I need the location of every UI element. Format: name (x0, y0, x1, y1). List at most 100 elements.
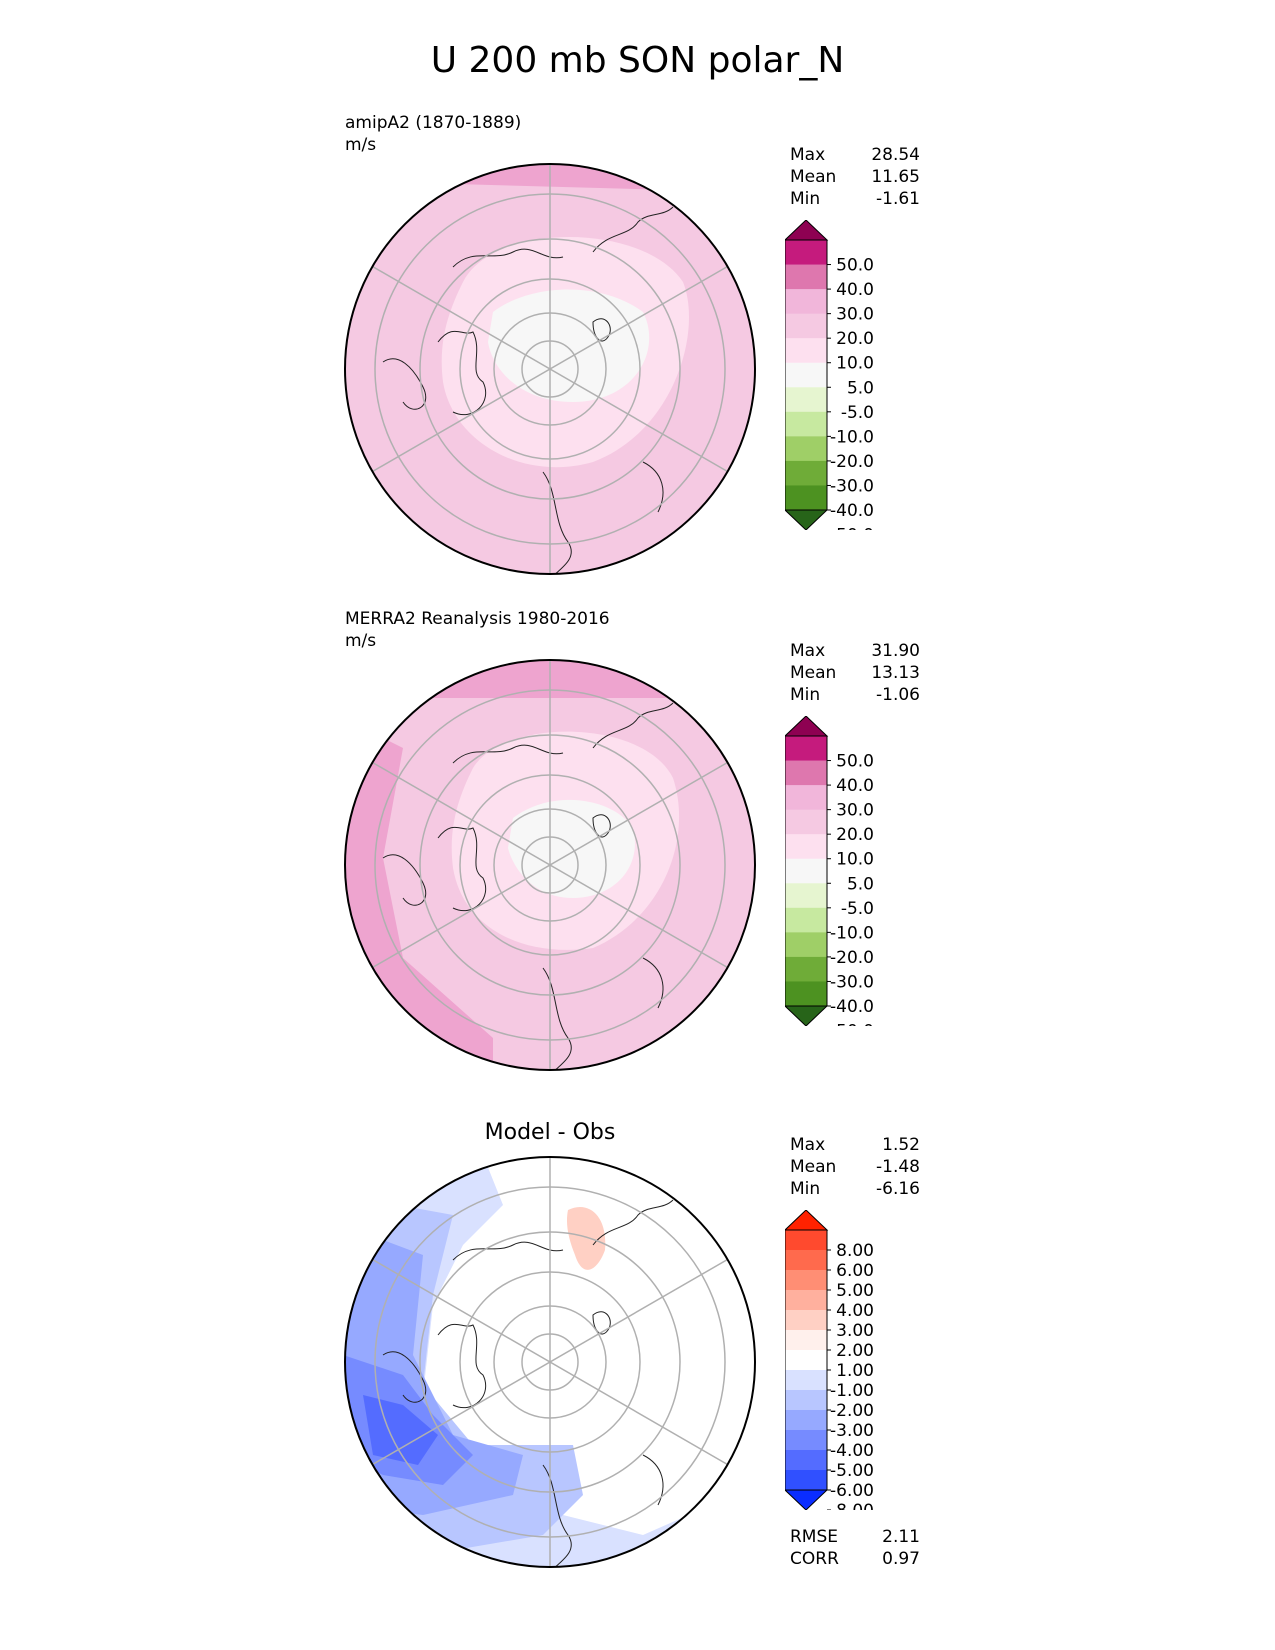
colorbar-swatch (785, 1310, 827, 1331)
coastlines (382, 1199, 674, 1567)
stat-value: 1.52 (882, 1135, 920, 1155)
colorbar-swatch (785, 932, 827, 958)
colorbar-tick-label: 5.0 (847, 378, 874, 398)
colorbar-tick-label: -10.0 (830, 923, 874, 943)
stat-value: 13.13 (871, 663, 920, 683)
colorbar-swatch (785, 956, 827, 982)
colorbar-tick-label: -50.0 (830, 526, 874, 530)
panel-2-name: MERRA2 Reanalysis 1980-2016 (345, 609, 610, 629)
colorbar-tick-label: 20.0 (836, 825, 874, 845)
colorbar-swatch (785, 760, 827, 786)
panel-1-label: amipA2 (1870-1889) m/s (345, 112, 521, 156)
colorbar-tick-label: -5.0 (841, 899, 874, 919)
stat-label: Max (790, 1135, 826, 1155)
colorbar-swatch (785, 834, 827, 860)
stat-label: Min (790, 685, 821, 705)
colorbar-tick-label: -2.00 (830, 1401, 874, 1421)
panel-2-label: MERRA2 Reanalysis 1980-2016 m/s (345, 608, 610, 652)
colorbar-swatch (785, 1350, 827, 1371)
colorbar-tick-label: -5.00 (830, 1461, 874, 1481)
panel-3-stats: Max 1.52 Mean -1.48 Min -6.16 (790, 1134, 920, 1200)
colorbar-swatch (785, 858, 827, 884)
colorbar-extend-min (785, 1489, 829, 1510)
colorbar-swatch (785, 313, 827, 339)
colorbar-tick-label: -3.00 (830, 1421, 874, 1441)
panel-3-title: Model - Obs (484, 1120, 616, 1145)
colorbar-tick-label: -8.00 (830, 1501, 874, 1510)
colorbar-swatch (785, 981, 827, 1007)
colorbar-swatch (785, 338, 827, 364)
colorbar-tick-label: -1.00 (830, 1381, 874, 1401)
stat-value: -1.06 (876, 685, 920, 705)
panel-2-stats: Max 31.90 Mean 13.13 Min -1.06 (790, 640, 920, 706)
stat-label: Mean (790, 167, 837, 187)
colorbar-extend-min (785, 509, 829, 530)
colorbar-swatch (785, 1290, 827, 1311)
colorbar-swatch (785, 289, 827, 315)
stat-value: -6.16 (876, 1179, 920, 1199)
map-fill-positive-diff (566, 1206, 606, 1270)
colorbar-tick-label: -40.0 (830, 501, 874, 521)
stat-value: 11.65 (871, 167, 920, 187)
colorbar-swatch (785, 883, 827, 909)
colorbar-swatch (785, 785, 827, 811)
colorbar-swatch (785, 436, 827, 462)
colorbar-tick-label: -30.0 (830, 476, 874, 496)
panel-2-colorbar: 50.0 40.0 30.0 20.0 10.0 5.0 -5.0 -10.0 -20.0 -30… (785, 716, 874, 1026)
colorbar-extend-max (785, 1210, 829, 1231)
colorbar-swatch (785, 1230, 827, 1251)
colorbar-swatch (785, 1370, 827, 1391)
graticule (372, 164, 728, 574)
colorbar-swatch (785, 1470, 827, 1491)
stat-label: Max (790, 145, 826, 165)
metric-value: 2.11 (882, 1527, 920, 1547)
colorbar-tick-label: 5.00 (836, 1281, 874, 1301)
colorbar-tick-label: 10.0 (836, 354, 874, 374)
colorbar-swatch (785, 1270, 827, 1291)
stat-label: Max (790, 641, 826, 661)
stat-label: Min (790, 1179, 821, 1199)
colorbar-tick-label: -20.0 (830, 452, 874, 472)
colorbar-swatch (785, 1430, 827, 1451)
colorbar-tick-label: -4.00 (830, 1441, 874, 1461)
colorbar-tick-label: 30.0 (836, 305, 874, 325)
colorbar-tick-label: -50.0 (830, 1022, 874, 1026)
colorbar-outline (785, 735, 828, 1007)
panel-3-metrics: RMSE 2.11 CORR 0.97 (790, 1526, 920, 1570)
panel-2-map (344, 659, 756, 1071)
colorbar-tick-label: -40.0 (830, 997, 874, 1017)
colorbar-outline (785, 239, 828, 511)
colorbar-swatch (785, 1450, 827, 1471)
colorbar-tick-label: 50.0 (836, 256, 874, 276)
colorbar-tick-label: 3.00 (836, 1321, 874, 1341)
colorbar-tick-label: -30.0 (830, 972, 874, 992)
colorbar-tick-label: 4.00 (836, 1301, 874, 1321)
stat-value: -1.48 (876, 1157, 920, 1177)
coastlines (382, 702, 674, 1070)
colorbar-swatch (785, 240, 827, 266)
panel-1-stats: Max 28.54 Mean 11.65 Min -1.61 (790, 144, 920, 210)
colorbar-tick-label: 5.0 (847, 874, 874, 894)
stat-label: Mean (790, 1157, 837, 1177)
map-border (344, 1156, 756, 1568)
colorbar-swatch (785, 387, 827, 413)
colorbar-tick-label: -10.0 (830, 427, 874, 447)
colorbar-tick-label: 30.0 (836, 801, 874, 821)
metric-value: 0.97 (882, 1549, 920, 1569)
colorbar-swatch (785, 907, 827, 933)
graticule (372, 660, 728, 1070)
colorbar-outline (785, 1229, 828, 1491)
colorbar-swatch (785, 485, 827, 511)
colorbar-tick-label: -6.00 (830, 1481, 874, 1501)
stat-value: -1.61 (876, 189, 920, 209)
colorbar-tick-label: -5.0 (841, 403, 874, 423)
map-border (344, 163, 756, 575)
panel-3-colorbar: 8.006.005.004.003.002.001.00-1.00-2.00-3… (785, 1210, 874, 1510)
stat-value: 28.54 (871, 145, 920, 165)
colorbar-swatch (785, 411, 827, 437)
coastlines (382, 206, 674, 574)
colorbar-swatch (785, 809, 827, 835)
metric-label: CORR (790, 1549, 839, 1569)
map-fill-calm-core (508, 799, 635, 898)
panel-2-units: m/s (345, 631, 377, 651)
